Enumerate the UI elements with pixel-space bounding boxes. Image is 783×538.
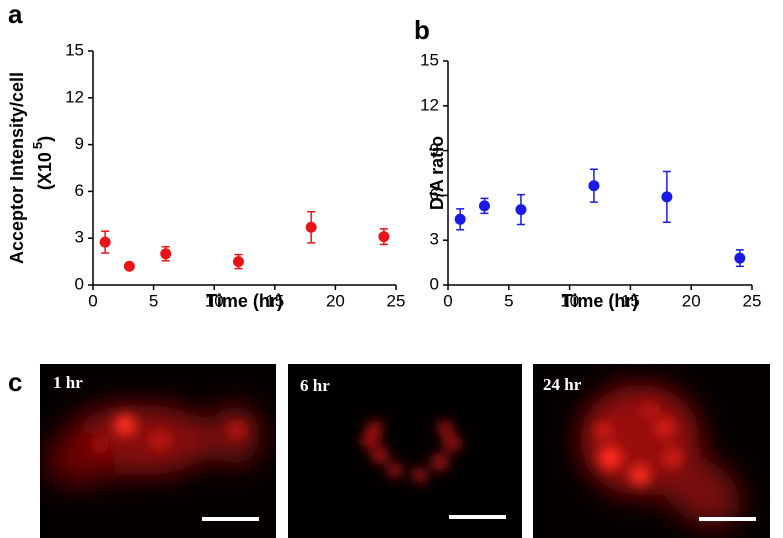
x-axis-title: Time (hr) — [206, 291, 283, 311]
y-tick-label: 6 — [75, 181, 84, 200]
micrograph — [288, 364, 522, 538]
y-tick-label: 9 — [430, 140, 439, 159]
y-tick-label: 12 — [65, 87, 84, 106]
point — [478, 200, 490, 212]
point — [515, 204, 527, 216]
x-tick-label: 15 — [621, 291, 640, 310]
point — [232, 256, 244, 268]
y-tick-label: 3 — [430, 230, 439, 249]
point — [734, 252, 746, 264]
image-label: 6 hr — [300, 376, 330, 395]
y-tick-label: 0 — [75, 274, 84, 293]
y-axis-title: D/A ratio — [427, 136, 447, 210]
y-tick-label: 9 — [75, 134, 84, 153]
x-tick-label: 20 — [682, 291, 701, 310]
y-tick-label: 15 — [65, 40, 84, 59]
point — [454, 213, 466, 225]
micrograph — [40, 364, 276, 538]
x-tick-label: 5 — [504, 291, 513, 310]
x-tick-label: 0 — [88, 291, 97, 310]
point — [661, 191, 673, 203]
panel-label: c — [8, 367, 22, 397]
point — [99, 236, 111, 248]
y-axis-unit-part: ) — [35, 136, 55, 142]
point — [305, 221, 317, 233]
x-tick-label: 0 — [443, 291, 452, 310]
x-tick-label: 25 — [387, 291, 406, 310]
x-tick-label: 5 — [149, 291, 158, 310]
x-tick-label: 20 — [326, 291, 345, 310]
point — [588, 180, 600, 192]
x-axis-title: Time (hr) — [562, 291, 639, 311]
y-axis-unit: (X10 5) — [30, 136, 54, 190]
point — [123, 260, 135, 272]
image-label: 1 hr — [53, 373, 83, 392]
x-tick-label: 10 — [560, 291, 579, 310]
point — [160, 248, 172, 260]
panel-label: a — [8, 0, 23, 29]
x-tick-label: 10 — [205, 291, 224, 310]
y-axis-unit-part: 5 — [30, 142, 45, 149]
y-tick-label: 6 — [430, 185, 439, 204]
panel-label: b — [414, 15, 430, 45]
y-axis-unit-part: (X10 — [35, 152, 55, 190]
y-tick-label: 15 — [420, 50, 439, 69]
point — [378, 231, 390, 243]
x-tick-label: 25 — [743, 291, 762, 310]
image-label: 24 hr — [543, 375, 582, 394]
y-axis-title: Acceptor Intensity/cell — [7, 72, 27, 264]
x-tick-label: 15 — [265, 291, 284, 310]
micrograph — [533, 364, 770, 538]
y-tick-label: 0 — [430, 274, 439, 293]
y-tick-label: 12 — [420, 95, 439, 114]
y-tick-label: 3 — [75, 228, 84, 247]
